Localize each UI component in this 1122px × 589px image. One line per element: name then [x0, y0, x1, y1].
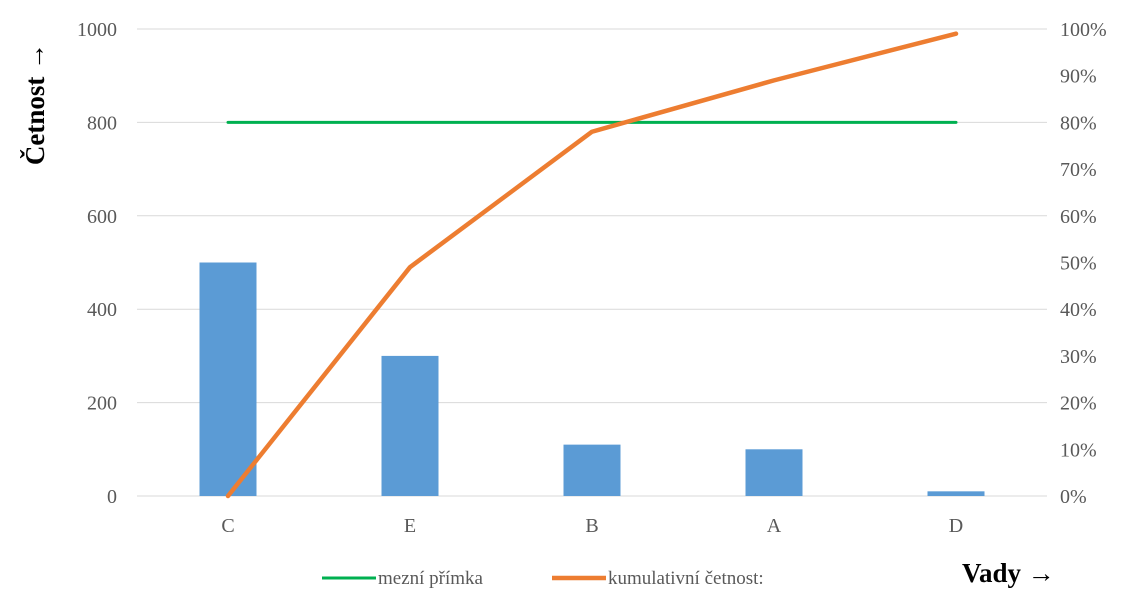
x-tick-label: B — [585, 515, 598, 537]
left-axis-ticks: 0 200 400 600 800 1000 — [77, 19, 117, 508]
x-tick-label: C — [221, 515, 234, 537]
y2-tick-label: 70% — [1060, 159, 1097, 181]
y-tick-label: 600 — [87, 206, 117, 228]
bar-E — [381, 355, 439, 496]
y2-tick-label: 20% — [1060, 393, 1097, 415]
bar-D — [927, 491, 985, 496]
legend-label: mezní přímka — [378, 568, 484, 589]
y2-tick-label: 100% — [1060, 19, 1107, 41]
gridlines — [137, 28, 1047, 497]
y2-tick-label: 10% — [1060, 439, 1097, 461]
x-tick-label: E — [404, 515, 416, 537]
right-axis-ticks: 0% 10% 20% 30% 40% 50% 60% 70% 80% 90% 100% — [1060, 19, 1107, 508]
bar-A — [745, 449, 803, 496]
y2-tick-label: 0% — [1060, 486, 1087, 508]
y-tick-label: 400 — [87, 299, 117, 321]
bar-series — [199, 262, 985, 496]
y2-tick-label: 40% — [1060, 299, 1097, 321]
x-tick-label: D — [949, 515, 963, 537]
bar-B — [563, 444, 621, 496]
y-tick-label: 800 — [87, 112, 117, 134]
cumulative-line — [225, 31, 959, 499]
y2-tick-label: 60% — [1060, 206, 1097, 228]
y-tick-label: 0 — [107, 486, 117, 508]
y2-tick-label: 80% — [1060, 112, 1097, 134]
y-tick-label: 1000 — [77, 19, 117, 41]
y2-tick-label: 90% — [1060, 66, 1097, 88]
y-tick-label: 200 — [87, 393, 117, 415]
x-axis-title: Vady → — [962, 558, 1055, 588]
legend: mezní přímka kumulativní četnost: — [322, 568, 764, 589]
legend-label: kumulativní četnost: — [608, 568, 764, 589]
line-series — [225, 31, 959, 499]
x-tick-label: A — [767, 515, 782, 537]
y2-tick-label: 50% — [1060, 253, 1097, 275]
y-axis-title: Četnost → — [20, 43, 50, 165]
y2-tick-label: 30% — [1060, 346, 1097, 368]
bar-C — [199, 262, 257, 496]
